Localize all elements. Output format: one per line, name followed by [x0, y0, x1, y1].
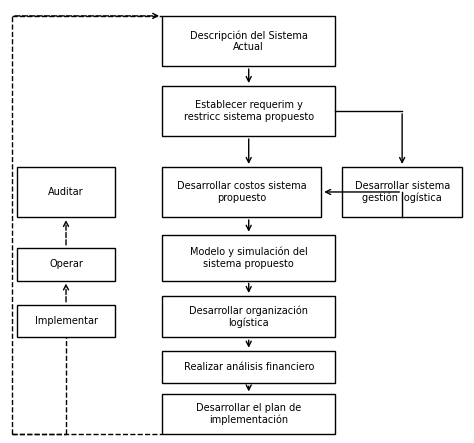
- Text: Desarrollar sistema
gestión logística: Desarrollar sistema gestión logística: [355, 181, 450, 203]
- Text: Operar: Operar: [49, 259, 83, 269]
- Text: Descripción del Sistema
Actual: Descripción del Sistema Actual: [190, 30, 308, 52]
- Text: Desarrollar organización
logística: Desarrollar organización logística: [189, 305, 308, 328]
- FancyBboxPatch shape: [162, 16, 336, 66]
- Text: Realizar análisis financiero: Realizar análisis financiero: [183, 362, 314, 372]
- Text: Auditar: Auditar: [48, 187, 84, 197]
- Text: Implementar: Implementar: [35, 316, 98, 326]
- FancyBboxPatch shape: [162, 167, 321, 217]
- Text: Desarrollar el plan de
implementación: Desarrollar el plan de implementación: [196, 403, 301, 425]
- FancyBboxPatch shape: [162, 350, 336, 383]
- FancyBboxPatch shape: [162, 86, 336, 136]
- Text: Establecer requerim y
restricc sistema propuesto: Establecer requerim y restricc sistema p…: [183, 100, 314, 122]
- FancyBboxPatch shape: [17, 167, 115, 217]
- FancyBboxPatch shape: [17, 248, 115, 280]
- FancyBboxPatch shape: [342, 167, 462, 217]
- Text: Desarrollar costos sistema
propuesto: Desarrollar costos sistema propuesto: [177, 181, 307, 203]
- FancyBboxPatch shape: [162, 235, 336, 280]
- FancyBboxPatch shape: [162, 296, 336, 338]
- FancyBboxPatch shape: [17, 305, 115, 338]
- Text: Modelo y simulación del
sistema propuesto: Modelo y simulación del sistema propuest…: [190, 247, 308, 268]
- FancyBboxPatch shape: [162, 394, 336, 434]
